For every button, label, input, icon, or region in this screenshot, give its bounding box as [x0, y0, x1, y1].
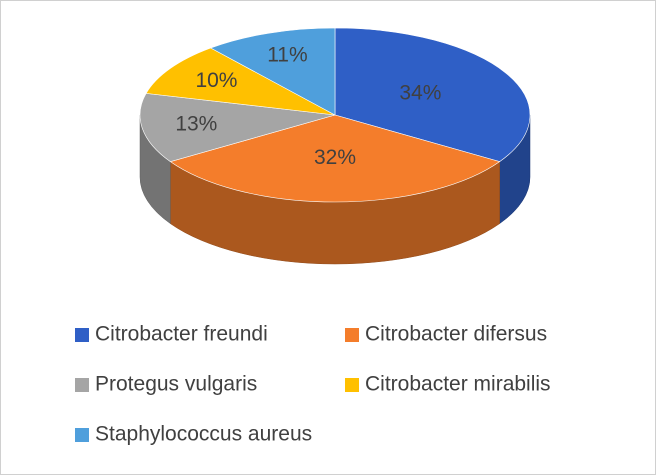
data-label: 13%: [175, 112, 217, 135]
legend-swatch: [345, 378, 359, 392]
data-label: 11%: [267, 44, 307, 67]
data-label: 10%: [195, 69, 237, 92]
legend-swatch: [75, 328, 89, 342]
legend-label: Protegus vulgaris: [95, 373, 257, 396]
data-label: 32%: [314, 146, 356, 169]
legend-label: Citrobacter difersus: [365, 323, 547, 346]
pie-slice: [169, 114, 501, 203]
legend-label: Citrobacter freundi: [95, 323, 268, 346]
pie-slice: [145, 47, 336, 116]
pie-slice: [209, 27, 336, 116]
pie-slice: [139, 93, 336, 162]
legend-label: Citrobacter mirabilis: [365, 373, 551, 396]
legend-label: Staphylococcus aureus: [95, 423, 312, 446]
legend-swatch: [75, 428, 89, 442]
data-label: 34%: [399, 82, 441, 105]
legend-swatch: [345, 328, 359, 342]
legend-swatch: [75, 378, 89, 392]
pie-slice: [334, 27, 531, 162]
